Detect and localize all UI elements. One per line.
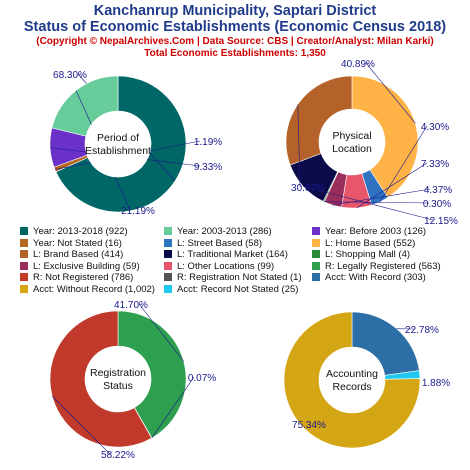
label-leader-line: [151, 376, 195, 439]
slice-percent-label: 0.07%: [188, 373, 216, 384]
legend-label: L: Shopping Mall (4): [325, 249, 411, 260]
legend-label: Year: 2013-2018 (922): [33, 226, 128, 237]
donut-center-label: Accounting: [326, 368, 378, 380]
label-leader-line: [356, 162, 428, 209]
legend-swatch: [20, 261, 28, 270]
legend-label: Acct: Record Not Stated (25): [177, 283, 299, 295]
slice-percent-label: 75.34%: [292, 420, 326, 431]
legend-swatch: [20, 227, 28, 235]
legend-swatch: [312, 250, 320, 258]
donut-hole: [85, 346, 151, 412]
donut-hole: [319, 347, 385, 413]
legend-swatch: [164, 273, 172, 281]
legend-swatch: [312, 261, 320, 270]
legend-swatch: [164, 284, 172, 293]
legend-label: R: Registration Not Stated (1): [177, 272, 302, 283]
legend-swatch: [20, 284, 28, 293]
slice-percent-label: 1.88%: [422, 378, 450, 389]
label-leader-line: [379, 125, 428, 202]
legend-swatch: [20, 238, 28, 247]
legend-label: R: Not Registered (786): [33, 272, 134, 283]
legend-label: L: Street Based (58): [177, 237, 263, 249]
donut-chart-2: 40.89% 4.30% 7.33% 4.37% 0.30% 12.15% 30.67% Ph…: [285, 59, 458, 227]
slice-percent-label: 41.70%: [114, 300, 148, 311]
legend-swatch: [20, 250, 28, 258]
donut-center-label: Establishment: [85, 145, 151, 157]
label-leader-line: [297, 104, 301, 188]
legend-swatch: [164, 261, 172, 270]
slice-percent-label: 7.33%: [421, 159, 449, 170]
legend-label: L: Exclusive Building (59): [33, 260, 140, 272]
donut-hole: [319, 109, 385, 175]
legend-label: Year: Not Stated (16): [33, 237, 122, 249]
legend-swatch: [164, 250, 172, 258]
donut-center-label: Physical: [332, 130, 371, 142]
label-leader-line: [138, 303, 184, 362]
legend: Year: 2013-2018 (922) Year: 2003-2013 (28…: [0, 226, 470, 296]
slice-percent-label: 30.67%: [291, 183, 325, 194]
slice-percent-label: 22.78%: [405, 325, 439, 336]
slice-percent-label: 4.30%: [421, 122, 449, 133]
slice-percent-label: 21.19%: [121, 206, 155, 217]
slice-percent-label: 12.15%: [424, 216, 458, 227]
slice-percent-label: 58.22%: [101, 450, 135, 461]
label-leader-line: [332, 188, 431, 206]
slice-percent-label: 68.30%: [53, 70, 87, 81]
legend-swatch: [164, 238, 172, 247]
donut-chart-1: 68.30% 1.19% 9.33% 21.19% Period ofEstablish…: [49, 70, 222, 217]
legend-swatch: [20, 273, 28, 281]
donut-center-label: Registration: [90, 367, 146, 379]
legend-label: Acct: With Record (303): [325, 272, 426, 283]
chart-title: Kanchanrup Municipality, Saptari Distric…: [93, 3, 377, 19]
label-leader-line: [323, 201, 430, 204]
legend-swatch: [312, 273, 320, 281]
legend-swatch: [312, 227, 320, 235]
donut-center-label: Location: [332, 143, 372, 155]
label-leader-line: [365, 62, 416, 124]
source-credit: (Copyright © NepalArchives.Com | Data So…: [36, 36, 434, 47]
chart-subtitle: Status of Economic Establishments (Econo…: [23, 19, 447, 35]
donut-hole: [85, 111, 151, 177]
legend-label: Acct: Without Record (1,002): [33, 283, 155, 295]
legend-label: R: Legally Registered (563): [325, 260, 441, 272]
legend-label: Year: Before 2003 (126): [325, 226, 427, 237]
legend-swatch: [312, 238, 320, 247]
slice-percent-label: 4.37%: [424, 185, 452, 196]
donut-center-label: Records: [332, 381, 371, 393]
slice-percent-label: 40.89%: [341, 59, 375, 70]
donut-center-label: Period of: [97, 132, 139, 144]
slice-percent-label: 1.19%: [194, 137, 222, 148]
legend-label: L: Home Based (552): [325, 237, 416, 249]
donut-center-label: Status: [103, 380, 133, 392]
legend-label: L: Other Locations (99): [177, 260, 275, 272]
total-establishments: Total Economic Establishments: 1,350: [144, 48, 326, 59]
legend-label: Year: 2003-2013 (286): [177, 226, 272, 237]
slice-percent-label: 9.33%: [194, 162, 222, 173]
label-leader-line: [52, 396, 111, 455]
legend-label: L: Traditional Market (164): [177, 249, 288, 260]
slice-percent-label: 0.30%: [423, 199, 451, 210]
legend-swatch: [164, 227, 172, 235]
legend-label: L: Brand Based (414): [33, 249, 124, 260]
label-leader-line: [303, 186, 434, 221]
